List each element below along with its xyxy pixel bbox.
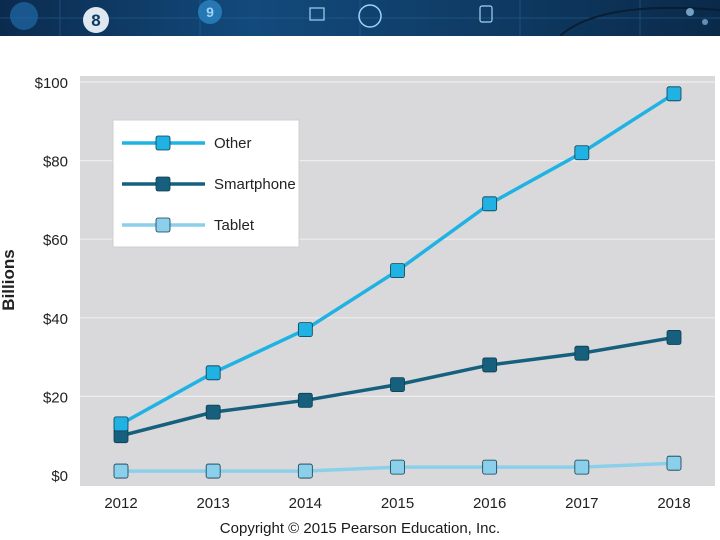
data-point-tablet [390,459,405,475]
globe-icon [358,4,382,28]
badge-8-label: 8 [91,11,100,30]
circle-icon [10,2,38,30]
header-banner: 8 9 [0,0,720,36]
legend-label: Smartphone [214,176,296,193]
x-tick-label: 2018 [657,495,690,512]
x-tick-label: 2012 [104,495,137,512]
x-tick-label: 2016 [473,495,506,512]
data-point-smartphone [482,357,498,373]
banner-graphic: 8 9 [0,0,720,36]
data-point-smartphone [666,330,682,345]
data-point-smartphone [205,404,221,420]
phone-icon [479,5,493,23]
data-point-tablet [666,455,682,471]
data-point-other [113,416,129,432]
y-axis-label: Billions [0,249,18,310]
y-tick-label: $0 [51,468,68,485]
y-tick-label: $20 [43,389,68,406]
x-tick-label: 2017 [565,495,598,512]
legend-label: Other [214,135,252,152]
data-point-smartphone [574,345,590,361]
data-point-tablet [205,463,221,479]
x-tick-label: 2013 [196,495,229,512]
data-point-other [482,196,498,212]
copyright-notice: Copyright © 2015 Pearson Education, Inc. [219,520,501,537]
x-tick-label: 2014 [289,495,322,512]
y-tick-label: $40 [43,311,68,328]
data-point-smartphone [297,392,313,408]
legend-label: Tablet [214,217,255,234]
badge-9-label: 9 [206,4,214,20]
data-point-tablet [297,463,313,479]
number-badge-icon [198,0,222,24]
number-badge-icon [83,7,109,33]
legend-marker [155,176,171,192]
data-point-other [297,322,313,337]
data-point-other [390,263,405,279]
data-point-tablet [482,459,498,475]
y-tick-label: $100 [35,75,68,92]
data-point-tablet [574,459,590,475]
line-chart: $0 $20 $40 $60 $80 $100 2012 2013 2014 2015 2016 2… [0,75,715,512]
data-point-other [666,86,682,102]
device-icon [309,7,325,21]
legend-marker [155,217,171,233]
x-tick-label: 2015 [381,495,414,512]
data-point-other [574,145,590,161]
legend-marker [155,135,171,151]
data-point-smartphone [390,377,405,393]
y-tick-label: $60 [43,232,68,249]
data-point-tablet [113,463,129,479]
chart-legend: Other Smartphone Tablet [112,119,300,248]
y-tick-label: $80 [43,154,68,171]
data-point-other [205,365,221,381]
